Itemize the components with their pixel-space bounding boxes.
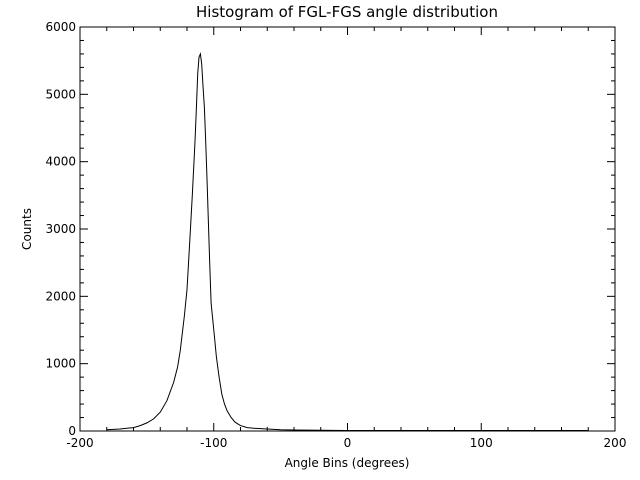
x-axis-minor-ticks [106,27,589,431]
y-tick-label: 2000 [45,289,76,303]
y-axis-ticks [80,26,615,432]
y-tick-label: 5000 [45,87,76,101]
y-tick-label: 1000 [45,357,76,371]
series-line [106,51,589,431]
x-tick-label: 100 [470,436,493,450]
y-tick-label: 0 [68,424,76,438]
x-tick-label: 0 [344,436,352,450]
x-axis-tick-labels: -200 -100 0 100 200 [66,436,626,450]
y-tick-label: 4000 [45,155,76,169]
x-tick-label: -200 [66,436,93,450]
x-axis-ticks [79,27,616,431]
y-tick-label: 3000 [45,222,76,236]
x-tick-label: 200 [604,436,627,450]
x-tick-label: -100 [200,436,227,450]
y-axis-tick-labels: 0 1000 2000 3000 4000 5000 6000 [45,20,76,438]
y-tick-label: 6000 [45,20,76,34]
y-axis-label: Counts [20,208,34,250]
chart-title: Histogram of FGL-FGS angle distribution [196,3,498,21]
x-axis-label: Angle Bins (degrees) [285,456,410,470]
y-axis-minor-ticks [80,39,615,419]
